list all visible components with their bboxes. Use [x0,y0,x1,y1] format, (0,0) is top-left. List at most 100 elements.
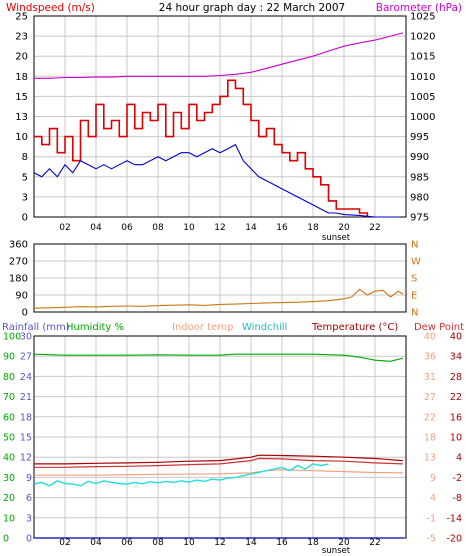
hour-tick-label: 18 [307,223,319,233]
indoor-temp-tick-label: -1 [427,513,436,524]
dewpoint-label: Dew Point [414,322,464,333]
rainfall-tick-label: 0 [26,534,32,545]
hour-tick-label: 06 [121,223,133,233]
hour-tick-label: 14 [245,223,257,233]
barometer-tick-label: 975 [410,213,429,224]
direction-tick-label: 180 [9,274,28,285]
indoor-temp-tick-label: -5 [427,534,436,545]
compass-tick-label: S [411,274,417,285]
sunset-label-bottom: sunset [322,546,351,556]
rainfall-tick-label: 30 [20,332,32,343]
temperature-tick-label: 16 [450,412,462,423]
rainfall-tick-label: 12 [20,453,32,464]
humidity-label: Humidity % [66,322,124,333]
rainfall-tick-label: 15 [20,433,32,444]
indoor-temp-tick-label: 18 [424,433,436,444]
humidity-tick-label: 100 [3,332,21,343]
barometer-tick-label: 985 [410,172,429,183]
humidity-tick-label: 30 [3,473,15,484]
windspeed-label: Windspeed (m/s) [6,2,95,14]
hour-tick-label: 20 [338,223,350,233]
indoor-temp-tick-label: 9 [430,473,436,484]
rainfall-tick-label: 9 [26,473,32,484]
barometer-label: Barometer (hPa) [376,2,462,14]
barometer-tick-label: 1015 [410,52,435,63]
direction-panel-grid [34,244,406,312]
humidity-tick-label: 50 [3,433,15,444]
wind-panel-hour-axis: 02 04 06 08 10 12 14 16 18 20 22 [59,223,380,233]
temperature-panel-hour-axis: 02 04 06 08 10 12 14 16 18 20 22 [59,538,380,548]
windspeed-tick-label: 20 [15,52,28,63]
temperature-tick-label: 28 [450,372,462,383]
humidity-tick-label: 70 [3,392,15,403]
hour-tick-label: 12 [214,538,225,548]
temperature-tick-label: -2 [453,473,462,484]
indoor-temp-tick-label: 13 [424,453,436,464]
temperature-tick-label: 22 [450,392,462,403]
rainfall-tick-label: 27 [20,352,32,363]
windspeed-tick-label: 15 [15,92,28,103]
temperature-tick-label: 4 [456,453,462,464]
humidity-tick-label: 60 [3,412,15,423]
compass-tick-label: N [411,240,418,251]
windspeed-tick-label: 0 [22,213,28,224]
windspeed-tick-label: 25 [15,12,28,23]
rainfall-tick-label: 6 [26,493,32,504]
hour-tick-label: 16 [276,223,288,233]
hour-tick-label: 02 [59,538,70,548]
temperature-tick-label: -20 [446,534,462,545]
gust-line [34,79,369,217]
windspeed-tick-label: 8 [22,152,28,163]
chart-title: 24 hour graph day : 22 March 2007 [159,2,345,14]
barometer-tick-label: 1005 [410,92,435,103]
indoor-temp-tick-label: 27 [424,392,436,403]
windspeed-tick-label: 5 [22,172,28,183]
hour-tick-label: 08 [152,223,164,233]
windchill-label: Windchill [242,322,287,333]
temperature-tick-label: -14 [446,513,462,524]
avg_wind-line [33,143,399,218]
rainfall-tick-label: 3 [26,513,32,524]
hour-tick-label: 14 [245,538,257,548]
direction-tick-label: 90 [15,291,28,302]
hour-tick-label: 04 [90,223,102,233]
humidity-line [33,353,404,362]
windspeed-tick-label: 13 [15,112,28,123]
indoor-temp-tick-label: 40 [424,332,436,343]
humidity-tick-label: 20 [3,493,15,504]
humidity-tick-label: 10 [3,513,15,524]
hour-tick-label: 22 [369,223,380,233]
windspeed-tick-label: 23 [15,32,28,43]
temperature-tick-label: 10 [450,433,462,444]
hour-tick-label: 04 [90,538,102,548]
temperature-panel-grid [34,336,406,538]
windspeed-axis: 0 3 5 8 10 13 15 18 20 23 25 [15,12,28,224]
humidity-tick-label: 80 [3,372,15,383]
compass-tick-label: E [411,291,417,302]
barometer-tick-label: 995 [410,132,429,143]
wind-panel-frame [33,15,407,218]
rainfall-tick-label: 24 [20,372,32,383]
temperature-label: Temperature (°C) [311,322,398,333]
indoor-temp-tick-label: 4 [430,493,436,504]
direction-panel-series [33,288,404,309]
wind-panel-grid [34,16,406,217]
humidity-tick-label: 0 [3,534,9,545]
temperature-tick-label: 34 [450,352,462,363]
windspeed-tick-label: 18 [15,72,28,83]
barometer-tick-label: 980 [410,192,429,203]
temperature-panel-series [33,353,404,539]
barometer-tick-label: 1000 [410,112,435,123]
rainfall-label: Rainfall (mm) [2,322,70,333]
rainfall-tick-label: 21 [20,392,32,403]
barometer-axis: 975 980 985 990 995 1000 1005 1010 1015 1020 1025 [410,12,435,224]
hour-tick-label: 12 [214,223,225,233]
windchill-line [33,463,329,487]
direction-line [33,288,404,309]
indoor-temp-label: Indoor temp [172,322,233,333]
rainfall-axis: 0 3 6 9 12 15 18 21 24 27 30 [20,332,32,545]
dewpoint-line [34,457,403,468]
temperature-axis: -20 -14 -8 -2 4 10 16 22 28 34 40 [446,332,462,545]
